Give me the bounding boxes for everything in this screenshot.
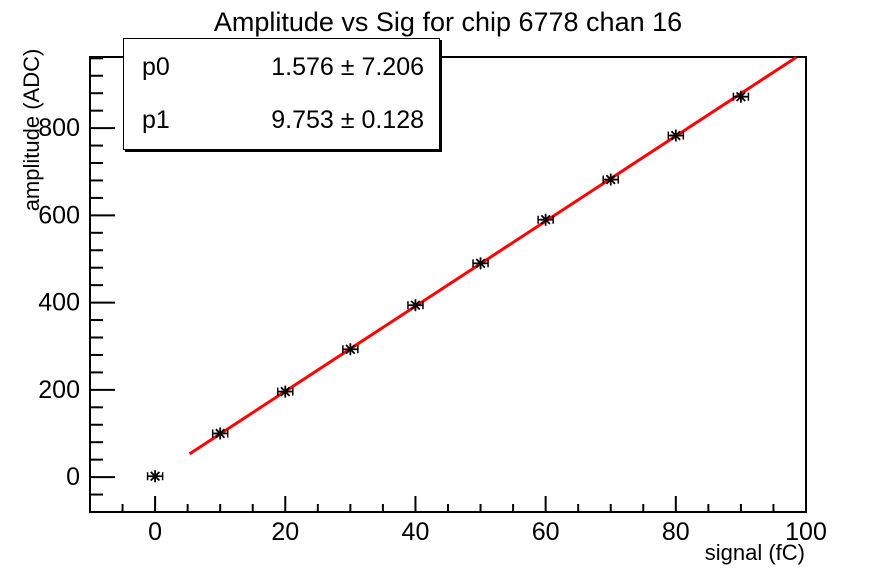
y-axis-title: amplitude (ADC) — [19, 48, 44, 212]
data-point — [211, 427, 229, 440]
marker-stroke — [410, 300, 421, 311]
marker-stroke — [475, 258, 486, 269]
fit-line — [188, 56, 798, 456]
marker-stroke — [540, 214, 551, 225]
stats-box: p0 1.576 ± 7.206 p1 9.753 ± 0.128 — [123, 38, 440, 150]
data-point — [146, 470, 164, 483]
marker-stroke — [735, 91, 746, 102]
marker-stroke — [670, 130, 681, 141]
y-tick-label: 800 — [38, 114, 80, 142]
stat-row-p1: p1 9.753 ± 0.128 — [124, 106, 439, 135]
x-tick-label: 0 — [148, 518, 162, 546]
data-point — [407, 299, 424, 312]
x-axis-title: signal (fC) — [704, 540, 805, 565]
y-tick-label: 200 — [38, 376, 80, 404]
data-point — [277, 385, 294, 398]
marker-stroke — [150, 471, 161, 482]
data-point — [472, 257, 489, 270]
x-tick-label: 20 — [271, 518, 299, 546]
marker-stroke — [280, 386, 291, 397]
stat-p0-label: p0 — [142, 53, 170, 81]
stat-row-p0: p0 1.576 ± 7.206 — [124, 53, 439, 82]
y-tick-label: 0 — [66, 463, 80, 491]
data-point — [667, 129, 685, 142]
marker-stroke — [605, 174, 616, 185]
x-tick-label: 80 — [662, 518, 690, 546]
chart-title: Amplitude vs Sig for chip 6778 chan 16 — [213, 7, 683, 37]
marker-stroke — [345, 344, 356, 355]
data-point — [602, 173, 619, 186]
stat-p1-label: p1 — [142, 106, 170, 134]
x-tick-label: 60 — [532, 518, 560, 546]
marker-stroke — [215, 428, 226, 439]
y-tick-label: 600 — [38, 201, 80, 229]
stat-p0-value: 1.576 ± 7.206 — [271, 53, 424, 81]
data-point — [342, 343, 359, 356]
data-point — [732, 90, 750, 103]
y-tick-label: 400 — [38, 289, 80, 317]
plot-frame — [89, 56, 807, 513]
stat-p1-value: 9.753 ± 0.128 — [271, 106, 424, 134]
data-point — [537, 213, 554, 226]
x-tick-label: 100 — [785, 518, 827, 546]
x-tick-label: 40 — [402, 518, 430, 546]
